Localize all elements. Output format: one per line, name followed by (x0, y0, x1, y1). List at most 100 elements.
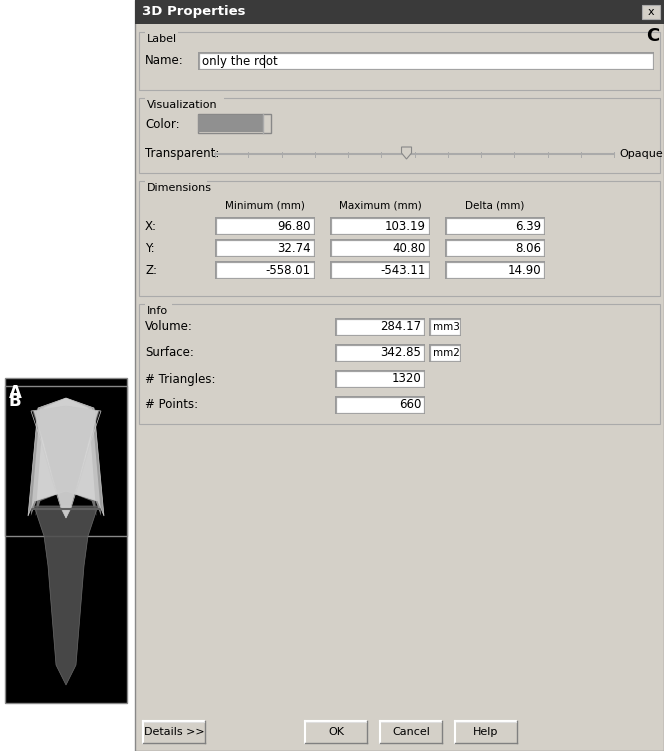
Text: Name:: Name: (145, 55, 184, 68)
Bar (198, 114, 271, 133)
Bar (5, 386, 127, 536)
Text: # Triangles:: # Triangles: (145, 372, 216, 385)
Bar (143, 721, 205, 743)
Bar (429, 344, 461, 362)
Bar (216, 219, 313, 234)
Bar (330, 261, 430, 279)
Bar (380, 721, 442, 743)
Bar (429, 318, 461, 336)
Bar (139, 32, 660, 90)
Bar (305, 721, 367, 743)
Text: 103.19: 103.19 (385, 219, 426, 233)
Bar (216, 240, 313, 255)
Bar (145, 28, 178, 40)
Polygon shape (34, 406, 98, 518)
Text: 6.39: 6.39 (515, 219, 541, 233)
Bar (446, 219, 544, 234)
Text: OK: OK (328, 727, 344, 737)
Text: Visualization: Visualization (147, 100, 218, 110)
Text: B: B (9, 392, 22, 410)
Bar (198, 52, 654, 70)
Bar (145, 300, 172, 312)
Polygon shape (31, 398, 101, 516)
Bar (446, 240, 544, 255)
Bar (215, 261, 315, 279)
Text: 32.74: 32.74 (278, 242, 311, 255)
Text: C: C (646, 27, 659, 45)
Bar (430, 345, 459, 360)
Bar (337, 345, 424, 360)
Bar (135, 0, 664, 24)
Text: -543.11: -543.11 (380, 264, 426, 276)
Bar (445, 261, 545, 279)
Text: 660: 660 (398, 399, 421, 412)
Polygon shape (33, 406, 98, 518)
Text: mm2: mm2 (433, 348, 460, 358)
Bar (0, 0, 135, 751)
Bar (216, 263, 313, 278)
Bar (445, 217, 545, 235)
Text: 1320: 1320 (391, 372, 421, 385)
Text: # Points:: # Points: (145, 399, 198, 412)
Bar (331, 219, 428, 234)
Text: only the root: only the root (202, 55, 278, 68)
Bar (455, 721, 517, 743)
Bar (335, 318, 425, 336)
Text: x: x (647, 7, 654, 17)
Text: Delta (mm): Delta (mm) (465, 201, 525, 211)
Text: Y:: Y: (145, 242, 155, 255)
Polygon shape (28, 398, 104, 516)
Text: 8.06: 8.06 (515, 242, 541, 255)
Text: 96.80: 96.80 (278, 219, 311, 233)
Text: mm3: mm3 (433, 322, 460, 332)
Text: 40.80: 40.80 (392, 242, 426, 255)
Text: 342.85: 342.85 (380, 346, 421, 360)
Bar (335, 370, 425, 388)
Bar (199, 53, 653, 68)
Bar (145, 94, 224, 106)
Text: Minimum (mm): Minimum (mm) (225, 201, 305, 211)
Text: Help: Help (473, 727, 499, 737)
Bar (139, 98, 660, 173)
Bar (446, 263, 544, 278)
Bar (215, 239, 315, 257)
Text: Surface:: Surface: (145, 346, 194, 360)
Text: Info: Info (147, 306, 168, 316)
Polygon shape (402, 147, 412, 159)
Bar (145, 177, 207, 189)
Bar (331, 240, 428, 255)
Text: Opaque: Opaque (619, 149, 663, 159)
Polygon shape (34, 506, 98, 685)
Bar (5, 378, 127, 703)
Bar (139, 181, 660, 296)
Bar (139, 304, 660, 424)
Bar (337, 397, 424, 412)
Text: 14.90: 14.90 (507, 264, 541, 276)
Polygon shape (33, 406, 100, 518)
Bar (198, 115, 263, 132)
Text: Details >>: Details >> (143, 727, 205, 737)
Bar (430, 319, 459, 334)
Bar (215, 217, 315, 235)
Text: Color:: Color: (145, 117, 180, 131)
Bar (642, 5, 660, 19)
Bar (445, 239, 545, 257)
Text: Maximum (mm): Maximum (mm) (339, 201, 422, 211)
Bar (337, 372, 424, 387)
Bar (330, 217, 430, 235)
Text: Z:: Z: (145, 264, 157, 276)
Bar (335, 396, 425, 414)
Text: Cancel: Cancel (392, 727, 430, 737)
Text: Dimensions: Dimensions (147, 183, 212, 193)
Bar (330, 239, 430, 257)
Text: Label: Label (147, 34, 177, 44)
Text: Transparent:: Transparent: (145, 147, 219, 161)
Text: Volume:: Volume: (145, 321, 193, 333)
Text: -558.01: -558.01 (266, 264, 311, 276)
Bar (135, 0, 664, 751)
Polygon shape (36, 398, 96, 516)
Text: 3D Properties: 3D Properties (142, 5, 246, 19)
Text: X:: X: (145, 219, 157, 233)
Bar (337, 319, 424, 334)
Text: A: A (9, 384, 22, 402)
